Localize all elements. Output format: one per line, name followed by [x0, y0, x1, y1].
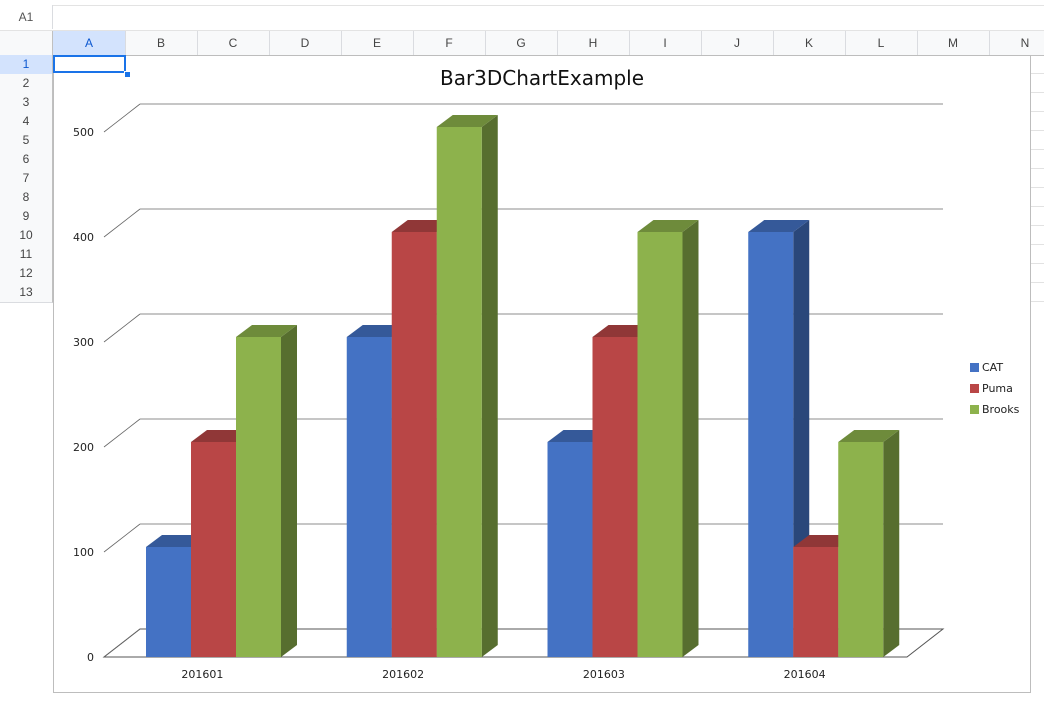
row-header-13[interactable]: 13: [0, 283, 53, 303]
y-tick-label: 200: [73, 441, 94, 454]
y-tick-label: 100: [73, 546, 94, 559]
row-header-3[interactable]: 3: [0, 93, 53, 113]
chart-title: Bar3DChartExample: [439, 66, 645, 90]
bar-side-brooks: [883, 430, 900, 657]
column-header-a[interactable]: A: [53, 31, 126, 55]
cell-gridline: [1031, 168, 1044, 169]
legend-swatch-cat: [970, 363, 979, 372]
cell-gridline: [1031, 187, 1044, 188]
row-header-8[interactable]: 8: [0, 188, 53, 208]
gridline-side: [103, 103, 141, 133]
select-all-corner[interactable]: [0, 31, 53, 55]
legend-label-puma: Puma: [982, 382, 1013, 395]
row-header-9[interactable]: 9: [0, 207, 53, 227]
selected-cell-a1[interactable]: [53, 55, 126, 73]
column-header-j[interactable]: J: [701, 31, 774, 55]
cell-gridline: [1031, 263, 1044, 264]
cell-gridline: [1031, 111, 1044, 112]
bar-puma: [793, 547, 839, 657]
x-tick-label: 201604: [784, 668, 826, 681]
bar-cat: [748, 232, 794, 657]
row-header-7[interactable]: 7: [0, 169, 53, 189]
cell-gridline: [1031, 282, 1044, 283]
column-header-e[interactable]: E: [341, 31, 414, 55]
row-header-4[interactable]: 4: [0, 112, 53, 132]
bar-side-brooks: [481, 115, 498, 657]
column-header-g[interactable]: G: [485, 31, 558, 55]
bar-top-brooks: [637, 220, 699, 232]
cell-gridline: [1031, 206, 1044, 207]
y-tick-label: 300: [73, 336, 94, 349]
gridline-side: [103, 628, 141, 658]
row-header-12[interactable]: 12: [0, 264, 53, 284]
legend-swatch-brooks: [970, 405, 979, 414]
row-header-1[interactable]: 1: [0, 55, 53, 75]
cell-gridline: [1031, 301, 1044, 302]
bar-puma: [391, 232, 437, 657]
fill-handle[interactable]: [124, 71, 131, 78]
gridline-side: [103, 208, 141, 238]
y-tick-label: 0: [87, 651, 94, 664]
name-box[interactable]: A1: [0, 5, 53, 29]
column-header-m[interactable]: M: [917, 31, 990, 55]
cell-gridline: [1031, 130, 1044, 131]
bar-puma: [592, 337, 638, 657]
gridline-side: [103, 313, 141, 343]
x-tick-label: 201602: [382, 668, 424, 681]
bar-puma: [191, 442, 236, 657]
x-tick-label: 201601: [181, 668, 223, 681]
bar-side-brooks: [682, 220, 699, 657]
bar-top-brooks: [236, 325, 297, 337]
row-header-5[interactable]: 5: [0, 131, 53, 151]
bar-top-brooks: [838, 430, 900, 442]
column-header-f[interactable]: F: [413, 31, 486, 55]
column-header-d[interactable]: D: [269, 31, 342, 55]
legend-label-brooks: Brooks: [982, 403, 1020, 416]
bar-brooks: [838, 442, 884, 657]
cell-gridline: [1031, 92, 1044, 93]
y-tick-label: 400: [73, 231, 94, 244]
bar-3d-chart: 0 100 200 300 400 500 201601 201602 201603 201604…: [73, 103, 1020, 681]
legend-swatch-puma: [970, 384, 979, 393]
cell-gridline: [1031, 149, 1044, 150]
bar-cat: [547, 442, 593, 657]
gridline-side: [103, 418, 141, 448]
bar-brooks: [236, 337, 281, 657]
bar-side-brooks: [281, 325, 297, 657]
cell-gridline: [1031, 73, 1044, 74]
gridline-side: [103, 523, 141, 553]
column-header-c[interactable]: C: [197, 31, 270, 55]
column-header-h[interactable]: H: [557, 31, 630, 55]
row-header-6[interactable]: 6: [0, 150, 53, 170]
chart-container[interactable]: Bar3DChartExample 0 100 200 300 400 500 201601…: [53, 55, 1031, 693]
bar-top-cat: [748, 220, 810, 232]
bar-cat: [146, 547, 191, 657]
x-tick-label: 201603: [583, 668, 625, 681]
row-header-2[interactable]: 2: [0, 74, 53, 94]
y-tick-label: 500: [73, 126, 94, 139]
column-header-b[interactable]: B: [125, 31, 198, 55]
column-header-k[interactable]: K: [773, 31, 846, 55]
row-header-11[interactable]: 11: [0, 245, 53, 265]
legend-label-cat: CAT: [982, 361, 1003, 374]
bar-cat: [346, 337, 392, 657]
column-header-i[interactable]: I: [629, 31, 702, 55]
cell-gridline: [1031, 225, 1044, 226]
bar-brooks: [436, 127, 482, 657]
bar-brooks: [637, 232, 683, 657]
cell-gridline: [1031, 244, 1044, 245]
formula-bar[interactable]: [53, 5, 1044, 31]
bar-top-brooks: [436, 115, 498, 127]
column-header-n[interactable]: N: [989, 31, 1044, 55]
column-header-l[interactable]: L: [845, 31, 918, 55]
row-header-10[interactable]: 10: [0, 226, 53, 246]
